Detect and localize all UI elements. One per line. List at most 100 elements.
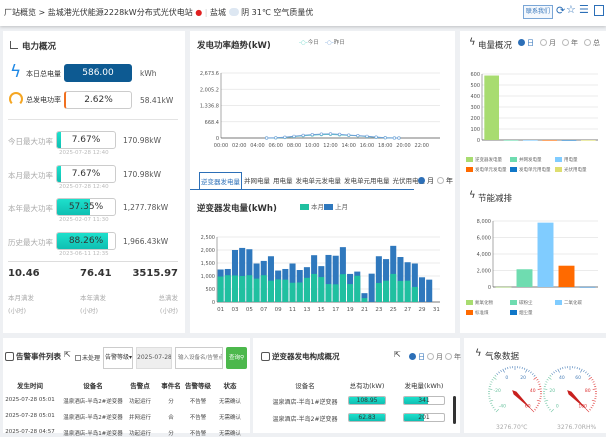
gauge-tick (593, 389, 597, 390)
gauge-tick (549, 409, 551, 410)
gauge-tick (491, 382, 493, 383)
alarm-title: 告警事件列表 (16, 351, 61, 362)
gauge-tick (548, 377, 551, 379)
inverter-column-header[interactable]: 总有功(kW) (350, 380, 385, 390)
inverter-radio-2[interactable]: 年 (445, 352, 461, 362)
y-tick-label: 668.4 (205, 120, 219, 126)
alarm-date-input[interactable]: 2025-07-28 (136, 347, 172, 369)
x-tick-label: 31 (433, 307, 440, 313)
saving-legend-item[interactable]: 二氧化碳 (555, 300, 582, 306)
max-power-value: 170.98kW (123, 170, 161, 179)
station-name[interactable]: 盐城港光伏能源2228kW分布式光伏电站 (48, 8, 193, 17)
max-power-label: 历史最大功率 (8, 237, 53, 248)
alarm-level-select[interactable]: 告警等级▾ (103, 347, 133, 369)
fullscreen-icon[interactable] (594, 5, 604, 16)
alarm-search-input[interactable] (175, 347, 223, 369)
energy-overview-radio-0[interactable]: 日 (518, 38, 534, 48)
refresh-icon[interactable]: ⟳ (556, 4, 565, 17)
export-icon[interactable]: ⇱ (64, 350, 71, 359)
bar-2 (523, 140, 538, 141)
contact-button[interactable]: 联系我们 (523, 5, 553, 19)
gauge-tick (507, 367, 508, 369)
gauge-tick (593, 403, 595, 404)
saving-legend-item[interactable]: 氮氧化物 (466, 300, 493, 306)
alarm-column-header[interactable]: 告警等级 (185, 380, 211, 390)
tab-energy-3[interactable]: 发电单元发电量 (295, 172, 343, 190)
bar-this-month (239, 276, 245, 302)
energy-legend-item[interactable]: 光伏用电量 (555, 167, 587, 173)
tab-energy-0[interactable]: 逆变器发电量 (199, 172, 242, 190)
bar-last-month (426, 280, 432, 302)
alarm-column-header[interactable]: 发生时间 (17, 380, 43, 390)
saving-title: 节能减排 (478, 192, 512, 204)
energy-legend-item[interactable]: 并网发电量 (510, 157, 542, 163)
breadcrumb-root[interactable]: 厂站概览 (4, 8, 36, 17)
inverter-radio-1[interactable]: 月 (427, 352, 443, 362)
max-power-value: 1,966.43kW (123, 237, 168, 246)
gauge-tick (550, 375, 552, 376)
max-power-label: 本年最大功率 (8, 203, 53, 214)
alarm-cell: 无需确认 (219, 397, 241, 405)
inverter-column-header[interactable]: 发电量(kWh) (405, 380, 444, 390)
tab-energy-2[interactable]: 用电量 (272, 172, 294, 190)
list-icon[interactable]: ☰ (579, 3, 589, 16)
gauge-tick (594, 384, 596, 385)
energy-overview-radio-1[interactable]: 月 (540, 38, 556, 48)
gauge-tick (553, 372, 554, 374)
gauge-tick (538, 403, 540, 404)
alarm-cell: 不告警 (190, 413, 207, 421)
alarm-search-button[interactable]: 查询⚲ (226, 347, 247, 369)
data-point (338, 133, 341, 136)
inverter-power-bar: 62.83 (348, 413, 386, 422)
bar-this-month (390, 274, 396, 302)
tab-energy-1[interactable]: 并网电量 (243, 172, 271, 190)
radio-year[interactable]: 年 (437, 176, 453, 186)
radio-month[interactable]: 月 (418, 176, 434, 186)
alarm-cell: 并网运行 (129, 413, 151, 421)
bar-3 (559, 266, 575, 287)
alarm-cell: 2025-07-28 05:01 (5, 413, 55, 419)
energy-overview-radio-3[interactable]: 总 (584, 38, 600, 48)
x-tick-label: 18:00 (378, 143, 392, 149)
legend-today[interactable]: -○-今日 (299, 38, 319, 46)
alarm-cell: 合 (168, 413, 174, 421)
bar-this-month (347, 284, 353, 302)
tab-energy-4[interactable]: 发电单元用电量 (343, 172, 391, 190)
alarm-column-header[interactable]: 事件名 (161, 380, 181, 390)
energy-overview-radio-2[interactable]: 年 (562, 38, 578, 48)
x-tick-label: 08:00 (287, 143, 301, 149)
saving-legend-item[interactable]: 碳粉尘 (510, 300, 533, 306)
unprocessed-checkbox[interactable]: 未处理 (75, 353, 100, 362)
y-tick-label: 0 (488, 285, 491, 291)
bar-this-month (232, 275, 238, 302)
inverter-radio-0[interactable]: 日 (409, 352, 425, 362)
star-icon[interactable]: ☆ (566, 3, 576, 16)
energy-legend-item[interactable]: 发电单元发电量 (466, 167, 507, 173)
energy-legend-item[interactable]: 发电单元用电量 (510, 167, 551, 173)
alarm-column-header[interactable]: 设备名 (83, 380, 103, 390)
alarm-column-header[interactable]: 告警点 (130, 380, 150, 390)
legend-last-month[interactable]: 上月 (324, 201, 348, 211)
export-icon[interactable]: ⇱ (394, 350, 401, 359)
y-tick-label: 2,005.2 (200, 87, 219, 93)
scrollbar[interactable] (453, 396, 456, 424)
data-point (384, 136, 387, 139)
alarm-column-header[interactable]: 状态 (224, 380, 237, 390)
x-tick-label: 09 (275, 307, 282, 313)
x-tick-label: 10:00 (305, 143, 319, 149)
y-tick-label: 8,000 (477, 219, 491, 225)
inverter-name: 温泉酒店-半岛2#逆变器 (272, 414, 337, 423)
energy-legend-item[interactable]: 用电量 (555, 157, 578, 163)
saving-legend-item[interactable]: 标准煤 (466, 310, 489, 316)
energy-legend-item[interactable]: 逆变器发电量 (466, 157, 502, 163)
gauge-tick (552, 373, 553, 374)
x-tick-label: 19 (347, 307, 354, 313)
max-power-label: 今日最大功率 (8, 136, 53, 147)
gauge-tick (534, 377, 537, 379)
inverter-column-header[interactable]: 设备名 (295, 380, 315, 390)
x-tick-label: 23 (375, 307, 382, 313)
legend-yesterday[interactable]: -○-昨日 (325, 38, 345, 46)
saving-legend-item[interactable]: 烟尘量 (510, 310, 533, 316)
legend-this-month[interactable]: 本月 (300, 201, 324, 211)
